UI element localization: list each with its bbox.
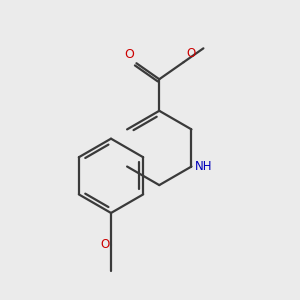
Text: O: O	[100, 238, 110, 251]
Text: O: O	[186, 47, 195, 60]
Text: NH: NH	[195, 160, 212, 173]
Text: O: O	[124, 48, 134, 61]
